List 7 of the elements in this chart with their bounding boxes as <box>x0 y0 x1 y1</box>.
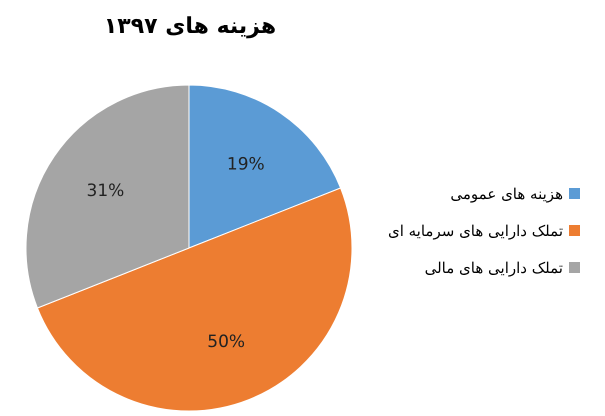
data-label: 50% <box>207 332 246 352</box>
data-label: 19% <box>226 154 265 174</box>
data-label: 31% <box>86 181 124 202</box>
chart-title: هزینه های ۱۳۹۷ <box>102 14 278 39</box>
legend-label: تملک دارایی های مالی <box>424 258 563 276</box>
legend-label: تملک دارایی های سرمایه ای <box>388 222 563 240</box>
legend-label: هزینه های عمومی <box>450 184 563 202</box>
